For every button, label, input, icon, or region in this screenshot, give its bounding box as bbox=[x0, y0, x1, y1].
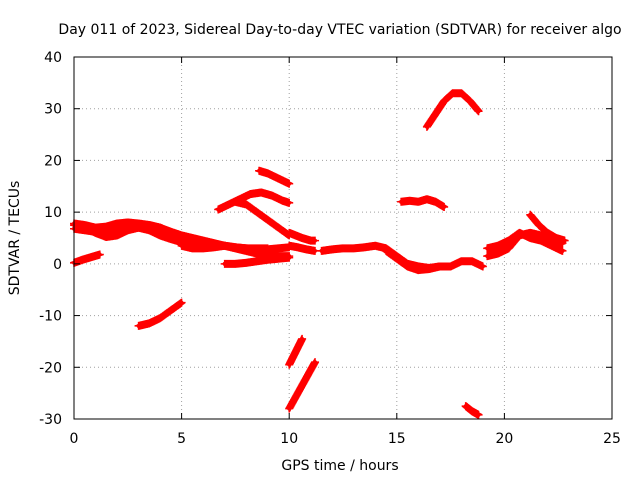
series-markers bbox=[231, 197, 294, 240]
series-seg18 bbox=[422, 89, 483, 131]
plot-frame bbox=[73, 56, 613, 420]
series-markers bbox=[422, 89, 483, 131]
series-seg4 bbox=[70, 250, 104, 267]
series-markers bbox=[483, 228, 567, 255]
series-markers bbox=[285, 228, 320, 245]
series-markers bbox=[285, 334, 307, 369]
series-markers bbox=[397, 195, 449, 211]
series-markers bbox=[255, 166, 294, 188]
series-seg21 bbox=[483, 228, 567, 255]
chart-title: Day 011 of 2023, Sidereal Day-to-day VTE… bbox=[58, 22, 621, 38]
x-tick-label: 10 bbox=[280, 431, 298, 447]
y-tick-label: -10 bbox=[39, 309, 62, 325]
series-seg7 bbox=[220, 253, 294, 268]
series-markers bbox=[220, 253, 294, 268]
series-seg19 bbox=[461, 402, 483, 419]
series-markers bbox=[285, 358, 320, 413]
x-tick-label: 5 bbox=[177, 431, 186, 447]
series-seg5 bbox=[134, 298, 186, 330]
series-seg10 bbox=[255, 166, 294, 188]
series-seg17 bbox=[397, 195, 449, 211]
x-tick-label: 20 bbox=[495, 431, 513, 447]
y-tick-label: 0 bbox=[53, 257, 62, 273]
series-markers bbox=[134, 298, 186, 330]
series-markers bbox=[382, 246, 444, 275]
series-seg9 bbox=[231, 197, 294, 240]
y-axis-title: SDTVAR / TECUs bbox=[7, 181, 23, 296]
plot-area bbox=[70, 89, 569, 419]
x-tick-label: 25 bbox=[603, 431, 621, 447]
series-markers bbox=[317, 241, 487, 272]
series-seg12 bbox=[285, 241, 320, 255]
series-seg15 bbox=[317, 241, 487, 272]
series-seg22 bbox=[526, 210, 569, 245]
y-tick-label: -20 bbox=[39, 360, 62, 376]
series-markers bbox=[526, 210, 569, 245]
y-tick-label: 20 bbox=[44, 153, 62, 169]
x-axis-title: GPS time / hours bbox=[281, 458, 398, 474]
x-tick-label: 15 bbox=[388, 431, 406, 447]
y-tick-label: 40 bbox=[44, 50, 62, 66]
series-seg14 bbox=[285, 358, 320, 413]
y-tick-label: 10 bbox=[44, 205, 62, 221]
series-seg3 bbox=[70, 221, 197, 249]
y-tick-label: 30 bbox=[44, 102, 62, 118]
x-tick-label: 0 bbox=[70, 431, 79, 447]
series-seg16 bbox=[382, 246, 444, 275]
y-tick-label: -30 bbox=[39, 412, 62, 428]
axes: 0 5 10 15 20 25 -30 -20 -10 0 10 20 30 40 bbox=[39, 50, 621, 447]
series-markers bbox=[70, 250, 104, 267]
series-markers bbox=[285, 241, 320, 255]
series-markers bbox=[461, 402, 483, 419]
series-seg13 bbox=[285, 334, 307, 369]
series-seg11 bbox=[285, 228, 320, 245]
